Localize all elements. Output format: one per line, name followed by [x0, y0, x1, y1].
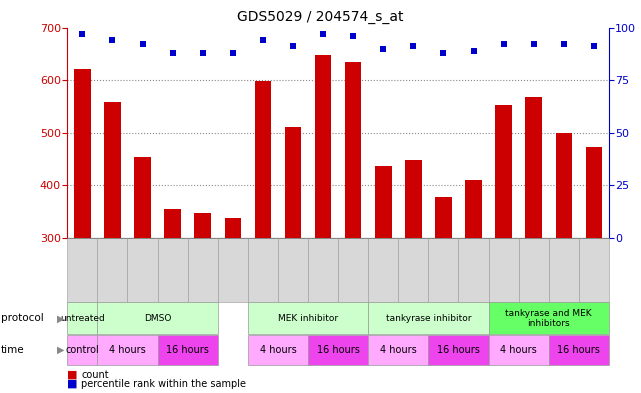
- Bar: [345, 62, 362, 238]
- Text: ■: ■: [67, 369, 78, 380]
- Bar: [465, 180, 482, 238]
- Point: [408, 43, 419, 50]
- Bar: [526, 97, 542, 238]
- Text: ■: ■: [67, 378, 78, 389]
- Text: tankyrase and MEK
inhibitors: tankyrase and MEK inhibitors: [506, 309, 592, 328]
- Bar: [405, 160, 422, 238]
- Bar: [315, 55, 331, 238]
- Text: ▶: ▶: [56, 313, 64, 323]
- Text: DMSO: DMSO: [144, 314, 171, 323]
- Text: tankyrase inhibitor: tankyrase inhibitor: [386, 314, 471, 323]
- Bar: [164, 209, 181, 238]
- Text: 4 hours: 4 hours: [380, 345, 417, 355]
- Point: [589, 43, 599, 50]
- Bar: [194, 213, 211, 238]
- Bar: [495, 105, 512, 238]
- Point: [438, 50, 449, 56]
- Text: control: control: [65, 345, 99, 355]
- Bar: [134, 157, 151, 238]
- Bar: [435, 197, 452, 238]
- Point: [469, 48, 479, 54]
- Text: 16 hours: 16 hours: [437, 345, 480, 355]
- Bar: [104, 102, 121, 238]
- Point: [258, 37, 268, 43]
- Text: 4 hours: 4 hours: [260, 345, 296, 355]
- Point: [529, 41, 539, 48]
- Point: [167, 50, 178, 56]
- Text: count: count: [81, 369, 109, 380]
- Text: untreated: untreated: [60, 314, 104, 323]
- Point: [559, 41, 569, 48]
- Bar: [556, 132, 572, 238]
- Point: [348, 33, 358, 39]
- Text: 16 hours: 16 hours: [558, 345, 600, 355]
- Text: 4 hours: 4 hours: [501, 345, 537, 355]
- Point: [77, 31, 87, 37]
- Bar: [285, 127, 301, 238]
- Point: [378, 45, 388, 51]
- Text: 4 hours: 4 hours: [109, 345, 146, 355]
- Text: ▶: ▶: [56, 345, 64, 355]
- Point: [228, 50, 238, 56]
- Text: percentile rank within the sample: percentile rank within the sample: [81, 378, 246, 389]
- Point: [318, 31, 328, 37]
- Bar: [74, 69, 90, 238]
- Bar: [224, 219, 241, 238]
- Bar: [254, 81, 271, 238]
- Point: [107, 37, 117, 43]
- Text: MEK inhibitor: MEK inhibitor: [278, 314, 338, 323]
- Text: time: time: [1, 345, 24, 355]
- Point: [137, 41, 147, 48]
- Point: [197, 50, 208, 56]
- Text: 16 hours: 16 hours: [166, 345, 209, 355]
- Bar: [375, 166, 392, 238]
- Text: 16 hours: 16 hours: [317, 345, 360, 355]
- Text: GDS5029 / 204574_s_at: GDS5029 / 204574_s_at: [237, 10, 404, 24]
- Point: [288, 43, 298, 50]
- Point: [499, 41, 509, 48]
- Bar: [586, 147, 602, 238]
- Text: protocol: protocol: [1, 313, 44, 323]
